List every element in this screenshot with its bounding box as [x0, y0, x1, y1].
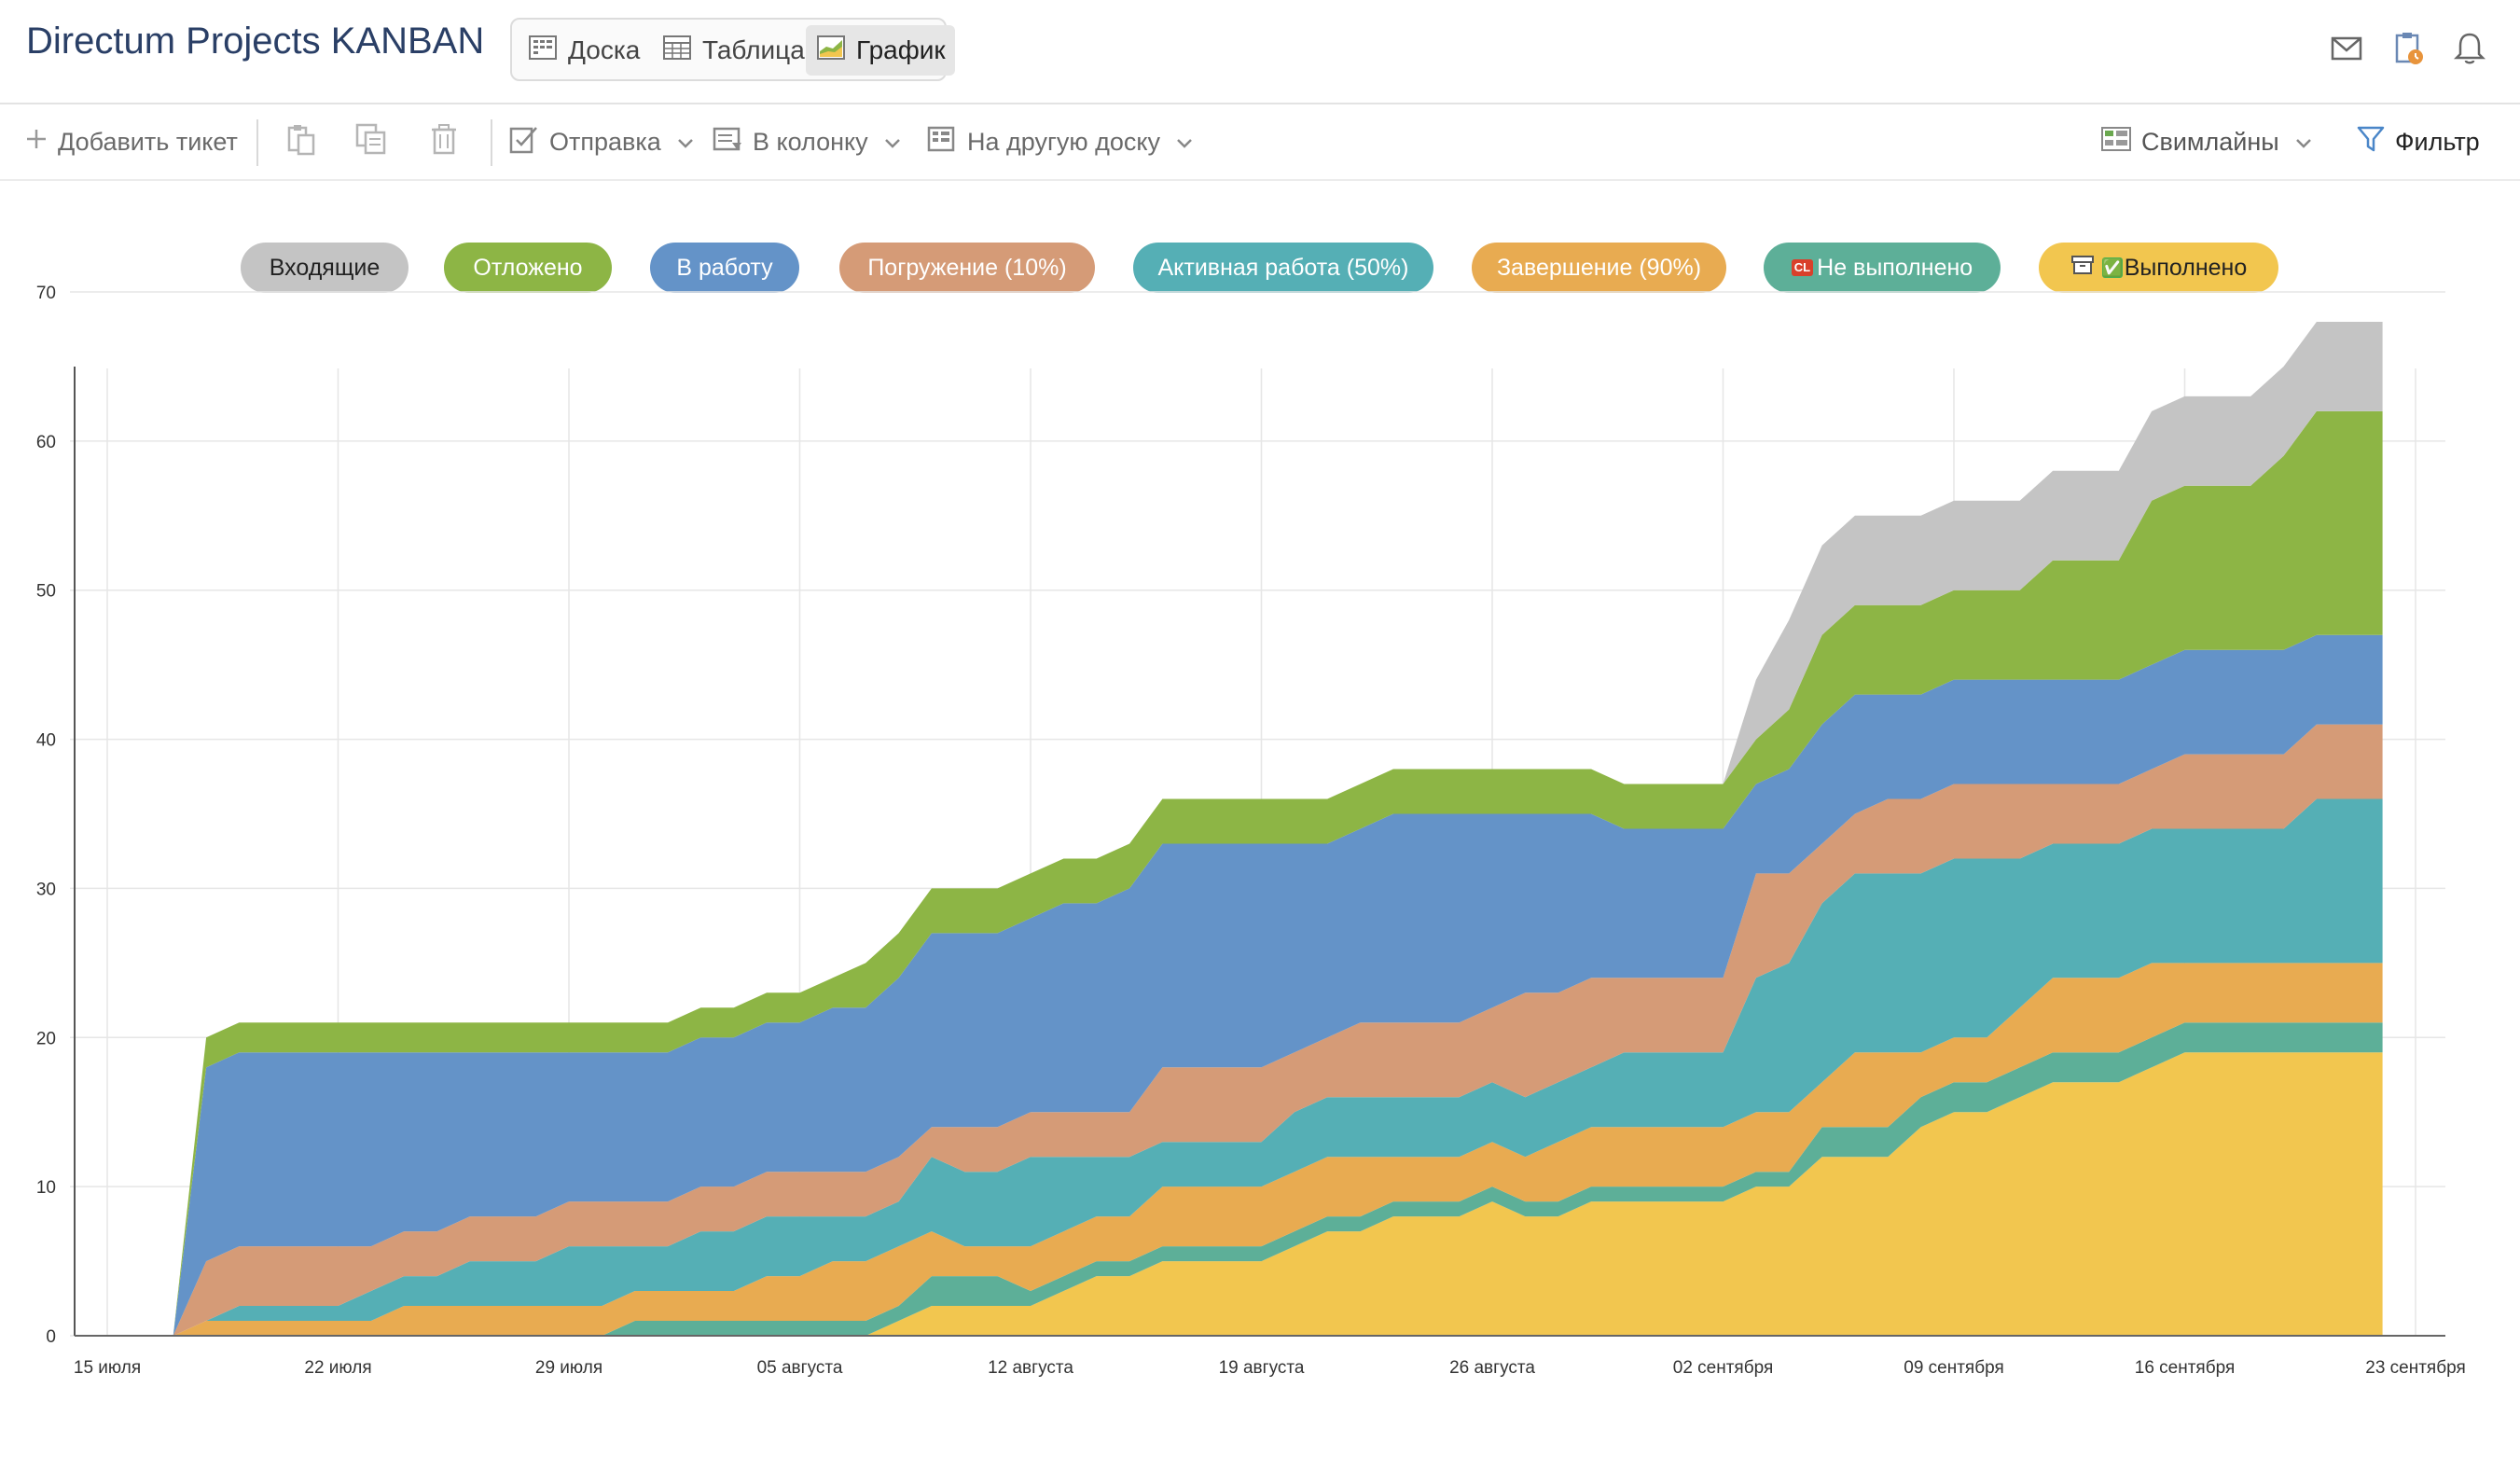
legend-item-not-done[interactable]: CL Не выполнено: [1764, 243, 2001, 293]
swimlanes-label: Свимлайны: [2141, 127, 2279, 156]
area-series: [173, 634, 2383, 1336]
paste-button[interactable]: [285, 104, 317, 179]
x-tick-label: 16 сентября: [2135, 1358, 2236, 1378]
area-series: [173, 1052, 2383, 1336]
swimlanes-icon: [2100, 125, 2132, 160]
y-tick-label: 30: [36, 880, 56, 899]
table-icon: [663, 35, 691, 66]
send-icon: [508, 123, 540, 161]
x-tick-label: 19 августа: [1219, 1358, 1305, 1378]
area-series: [173, 798, 2383, 1336]
to-board-dropdown[interactable]: На другую доску: [926, 104, 1194, 179]
clipboard-clock-icon[interactable]: [2389, 30, 2427, 67]
legend-label: Завершение (90%): [1496, 254, 1702, 281]
archive-box-icon: [2070, 255, 2095, 282]
toolbar-divider: [491, 119, 492, 166]
x-tick-label: 05 августа: [757, 1358, 843, 1378]
move-to-board-icon: [926, 125, 958, 160]
trash-icon: [429, 122, 459, 162]
y-tick-label: 50: [36, 582, 56, 602]
x-tick-label: 09 сентября: [1904, 1358, 2004, 1378]
y-tick-label: 70: [36, 284, 56, 303]
send-dropdown[interactable]: Отправка: [508, 104, 695, 179]
y-tick-label: 20: [36, 1029, 56, 1048]
board-icon: [529, 35, 557, 66]
chevron-down-icon: [1175, 128, 1194, 157]
app-title: Directum Projects KANBAN: [26, 21, 485, 62]
tab-chart[interactable]: График: [806, 25, 955, 76]
x-tick-label: 23 сентября: [2365, 1358, 2466, 1378]
y-tick-label: 10: [36, 1178, 56, 1198]
x-tick-label: 12 августа: [988, 1358, 1073, 1378]
y-tick-label: 40: [36, 731, 56, 751]
mail-icon[interactable]: [2328, 30, 2365, 67]
x-tick-label: 26 августа: [1449, 1358, 1535, 1378]
tab-table-label: Таблица: [702, 35, 805, 64]
add-ticket-button[interactable]: Добавить тикет: [24, 104, 238, 179]
area-series: [173, 322, 2383, 1336]
y-tick-label: 60: [36, 433, 56, 452]
legend-label: Выполнено: [2124, 254, 2248, 281]
area-series: [173, 1022, 2383, 1336]
legend-label: Входящие: [269, 254, 381, 281]
copy-icon: [354, 122, 388, 162]
area-series: [173, 724, 2383, 1336]
paste-icon: [285, 122, 317, 162]
legend-item-incoming[interactable]: Входящие: [241, 243, 408, 293]
to-board-label: На другую доску: [967, 127, 1160, 156]
area-series: [173, 410, 2383, 1336]
legend-label: Не выполнено: [1817, 254, 1973, 281]
y-tick-label: 0: [46, 1327, 56, 1347]
tab-table[interactable]: Таблица: [652, 25, 814, 76]
chart-icon: [817, 35, 845, 66]
x-tick-label: 22 июля: [304, 1358, 371, 1378]
x-tick-label: 15 июля: [74, 1358, 141, 1378]
legend-item-postponed[interactable]: Отложено: [444, 243, 612, 293]
to-column-dropdown[interactable]: В колонку: [712, 104, 902, 179]
legend-label: Отложено: [473, 254, 583, 281]
x-tick-label: 29 июля: [535, 1358, 602, 1378]
toolbar-divider: [256, 119, 258, 166]
chevron-down-icon: [2294, 128, 2313, 157]
tab-chart-label: График: [856, 35, 946, 64]
chevron-down-icon: [883, 128, 902, 157]
add-ticket-label: Добавить тикет: [58, 127, 238, 156]
legend-label: В работу: [676, 254, 773, 281]
app-header: Directum Projects KANBAN Доска Таблица Г…: [0, 0, 2520, 104]
filter-label: Фильтр: [2395, 127, 2480, 156]
cl-badge-icon: CL: [1791, 259, 1814, 276]
to-column-label: В колонку: [753, 127, 868, 156]
tab-board-label: Доска: [568, 35, 641, 64]
check-mark-icon: ✅: [2101, 257, 2124, 278]
send-label: Отправка: [549, 127, 661, 156]
x-tick-label: 02 сентября: [1673, 1358, 1774, 1378]
bell-icon[interactable]: [2451, 30, 2488, 67]
move-to-column-icon: [712, 125, 743, 160]
plus-icon: [24, 127, 48, 158]
view-switcher: Доска Таблица График: [510, 18, 955, 81]
legend-label: Погружение (10%): [867, 254, 1067, 281]
legend-item-to-work[interactable]: В работу: [650, 243, 799, 293]
toolbar: Добавить тикет Отправка В колонку: [0, 104, 2520, 181]
delete-button[interactable]: [429, 104, 459, 179]
chevron-down-icon: [676, 128, 695, 157]
area-series: [173, 963, 2383, 1336]
filter-button[interactable]: Фильтр: [2356, 104, 2480, 179]
copy-button[interactable]: [354, 104, 388, 179]
tab-board[interactable]: Доска: [518, 25, 649, 76]
legend-label: Активная работа (50%): [1157, 254, 1409, 281]
cumulative-flow-chart: 0 10 20 30 40 50 60 70 15 июля 22 июля 29 июля 05 а…: [36, 284, 2466, 1378]
legend-item-active-work[interactable]: Активная работа (50%): [1133, 243, 1433, 293]
legend-item-done[interactable]: ✅ Выполнено: [2039, 243, 2278, 293]
legend-item-immersion[interactable]: Погружение (10%): [839, 243, 1095, 293]
legend-item-completion[interactable]: Завершение (90%): [1472, 243, 1726, 293]
swimlanes-dropdown[interactable]: Свимлайны: [2100, 104, 2313, 179]
filter-icon: [2356, 124, 2386, 160]
